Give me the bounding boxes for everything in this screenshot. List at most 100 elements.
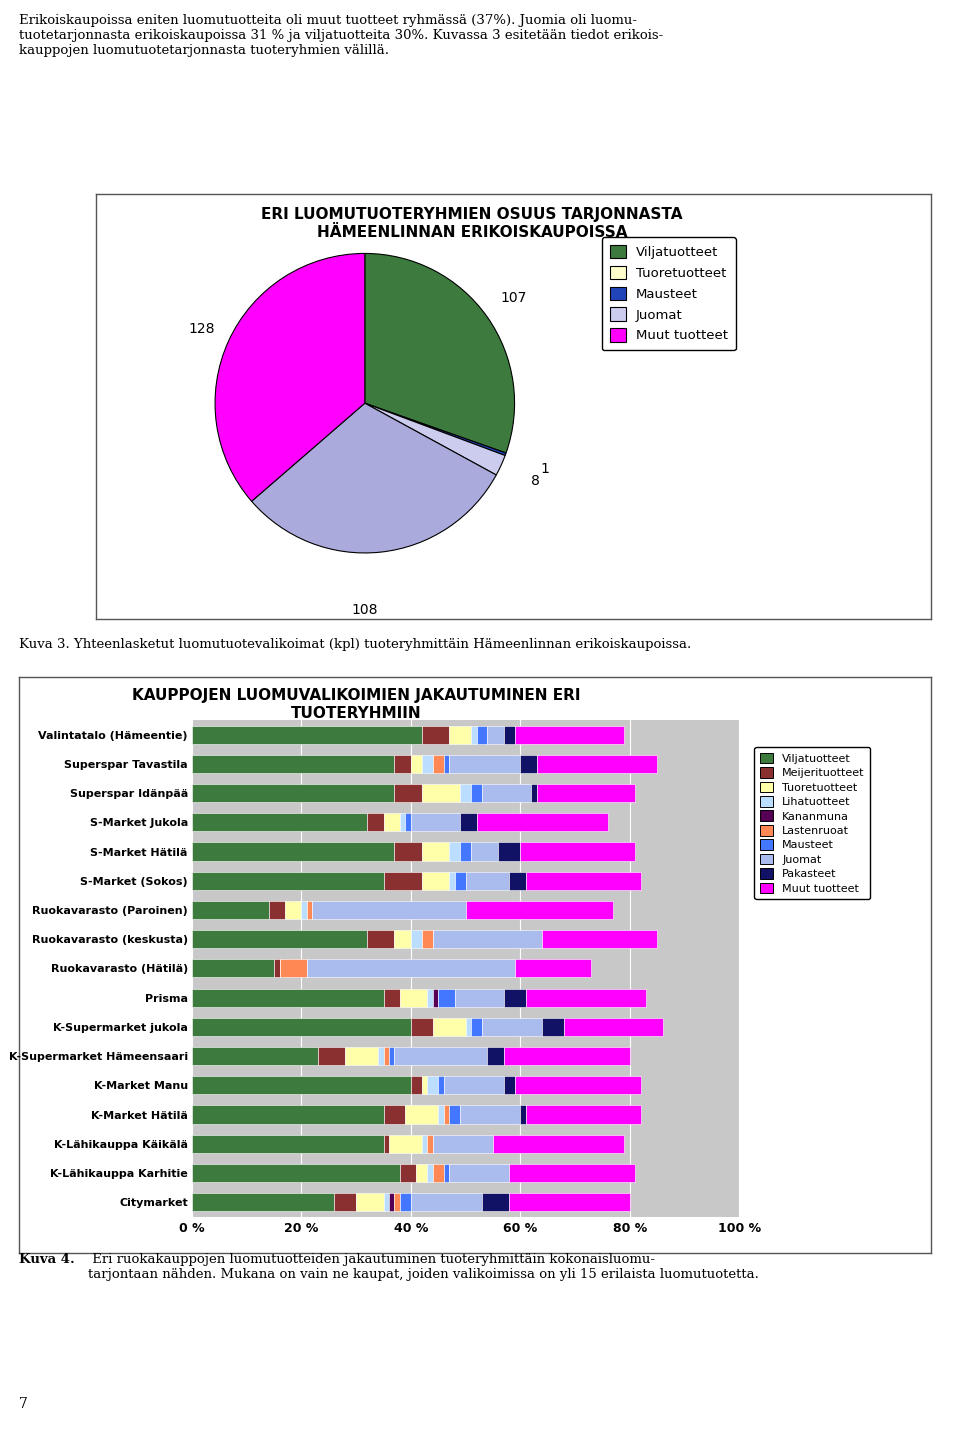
Bar <box>411 1076 421 1094</box>
Bar <box>383 814 400 831</box>
Bar <box>515 726 624 743</box>
Bar <box>192 896 739 924</box>
Bar <box>460 1106 520 1123</box>
Bar <box>421 755 433 773</box>
Bar <box>318 1047 346 1066</box>
Bar <box>192 1106 383 1123</box>
Bar <box>405 814 411 831</box>
Bar <box>192 1076 411 1094</box>
Bar <box>526 871 640 890</box>
Text: Kuva 4.: Kuva 4. <box>19 1253 75 1266</box>
Bar <box>421 726 449 743</box>
Bar <box>417 1164 427 1182</box>
Bar <box>433 989 438 1007</box>
Bar <box>476 814 608 831</box>
Bar <box>192 842 395 861</box>
Text: Kuva 3. Yhteenlasketut luomutuotevalikoimat (kpl) tuoteryhmittäin Hämeenlinnan e: Kuva 3. Yhteenlasketut luomutuotevalikoi… <box>19 638 691 651</box>
Wedge shape <box>365 253 515 454</box>
Bar <box>192 1041 739 1071</box>
Bar <box>488 1047 504 1066</box>
Bar <box>275 959 279 978</box>
Bar <box>531 783 537 802</box>
Bar <box>537 783 636 802</box>
Bar <box>411 1194 482 1211</box>
Bar <box>471 1018 482 1035</box>
Bar <box>460 842 471 861</box>
Bar <box>438 1106 444 1123</box>
Bar <box>269 901 285 919</box>
Bar <box>192 1012 739 1041</box>
Bar <box>192 726 421 743</box>
Bar <box>383 989 400 1007</box>
Bar <box>482 1194 510 1211</box>
Bar <box>389 1194 395 1211</box>
Bar <box>400 989 427 1007</box>
Bar <box>449 726 471 743</box>
Bar <box>421 842 449 861</box>
Bar <box>449 1106 460 1123</box>
Bar <box>421 1135 427 1153</box>
Bar <box>192 1158 739 1188</box>
Bar <box>395 755 411 773</box>
Bar <box>367 814 384 831</box>
Bar <box>192 808 739 837</box>
Bar <box>356 1194 384 1211</box>
Wedge shape <box>365 403 506 455</box>
Text: Erikoiskaupoissa eniten luomutuotteita oli muut tuotteet ryhmässä (37%). Juomia : Erikoiskaupoissa eniten luomutuotteita o… <box>19 14 663 58</box>
Bar <box>192 1100 739 1129</box>
Bar <box>411 930 421 948</box>
Bar <box>279 959 307 978</box>
Bar <box>438 989 455 1007</box>
Bar <box>192 749 739 779</box>
Bar <box>510 1194 630 1211</box>
Bar <box>192 1018 411 1035</box>
Bar <box>466 871 510 890</box>
Bar <box>367 930 395 948</box>
Bar <box>192 984 739 1012</box>
Bar <box>411 1018 433 1035</box>
Bar <box>515 1076 640 1094</box>
Bar <box>312 901 466 919</box>
Wedge shape <box>215 253 365 501</box>
Bar <box>192 865 739 896</box>
Legend: Viljatuotteet, Meijerituotteet, Tuoretuotteet, Lihatuotteet, Kananmuna, Lastenru: Viljatuotteet, Meijerituotteet, Tuoretuo… <box>755 747 870 900</box>
Bar <box>192 989 383 1007</box>
Bar <box>400 1194 411 1211</box>
Bar <box>378 1047 383 1066</box>
Bar <box>433 1164 444 1182</box>
Bar <box>564 1018 662 1035</box>
Bar <box>504 1047 630 1066</box>
Bar <box>285 901 301 919</box>
Bar <box>192 901 269 919</box>
Bar <box>476 726 488 743</box>
Bar <box>411 755 421 773</box>
Bar <box>526 989 646 1007</box>
Bar <box>395 842 421 861</box>
Bar <box>438 1076 444 1094</box>
Bar <box>192 1047 318 1066</box>
Bar <box>455 871 466 890</box>
Wedge shape <box>365 403 505 475</box>
Bar <box>192 953 739 984</box>
Bar <box>427 989 433 1007</box>
Wedge shape <box>252 403 496 553</box>
Text: 7: 7 <box>19 1397 28 1411</box>
Bar <box>482 1018 542 1035</box>
Bar <box>504 726 515 743</box>
Bar <box>192 779 739 808</box>
Bar <box>383 1106 405 1123</box>
Bar <box>449 842 460 861</box>
Bar <box>526 1106 640 1123</box>
Bar <box>405 1106 438 1123</box>
Bar <box>411 814 460 831</box>
Bar <box>433 1018 466 1035</box>
Bar <box>488 726 504 743</box>
Bar <box>498 842 520 861</box>
Bar <box>192 783 395 802</box>
Bar <box>192 959 275 978</box>
Bar <box>504 1076 515 1094</box>
Bar <box>433 930 542 948</box>
Bar <box>421 930 433 948</box>
Bar <box>466 1018 471 1035</box>
Bar <box>510 871 526 890</box>
